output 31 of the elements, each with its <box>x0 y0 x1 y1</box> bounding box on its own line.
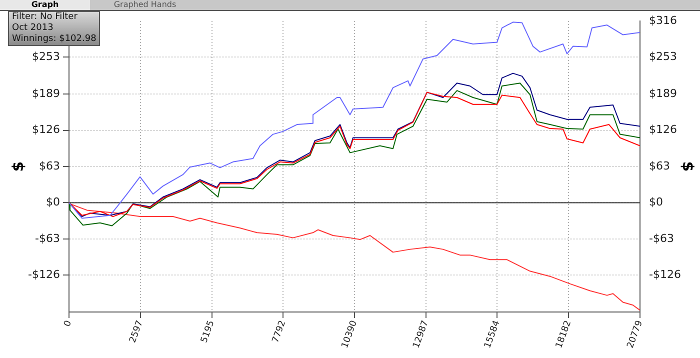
y-tick-label: $0 <box>46 196 60 209</box>
y2-tick-label: $189 <box>649 86 677 100</box>
x-tick-label: 12987 <box>412 319 431 350</box>
text: Graphed Hands <box>112 0 178 10</box>
y2-tick-label: $316 <box>649 14 677 27</box>
y2-tick-label: -$63 <box>649 232 674 245</box>
y-tick-label: -$126 <box>28 268 60 282</box>
x-tick-label: 7792 <box>270 319 288 344</box>
y2-axis-title: $ <box>679 161 698 172</box>
y-tick-label: $189 <box>32 86 60 100</box>
y2-tick-label: -$126 <box>649 268 681 282</box>
text: Graph <box>0 0 90 10</box>
y-axis-title: $ <box>8 161 27 172</box>
x-tick-label: 10390 <box>340 319 360 350</box>
x-tick-label: 5195 <box>200 319 217 344</box>
y2-tick-label: $63 <box>649 159 670 172</box>
y-tick-label: $63 <box>39 159 60 172</box>
x-tick-label: 18182 <box>554 319 574 350</box>
x-tick-label: 0 <box>62 319 74 328</box>
x-tick-label: 2597 <box>128 319 146 344</box>
y-tick-label: -$63 <box>35 232 60 245</box>
x-tick-label: 20779 <box>626 319 646 350</box>
y2-tick-label: $126 <box>649 123 677 136</box>
y2-tick-label: $253 <box>649 50 677 64</box>
y-tick-label: $253 <box>32 50 60 64</box>
y2-tick-label: $0 <box>649 196 663 209</box>
y-tick-label: $126 <box>32 123 60 136</box>
annotation: Winnings: $102.98 <box>12 34 96 45</box>
x-tick-label: 15584 <box>483 319 502 350</box>
annotation: Filter: No Filter <box>12 12 78 23</box>
text: Oct 2013 <box>12 23 54 34</box>
